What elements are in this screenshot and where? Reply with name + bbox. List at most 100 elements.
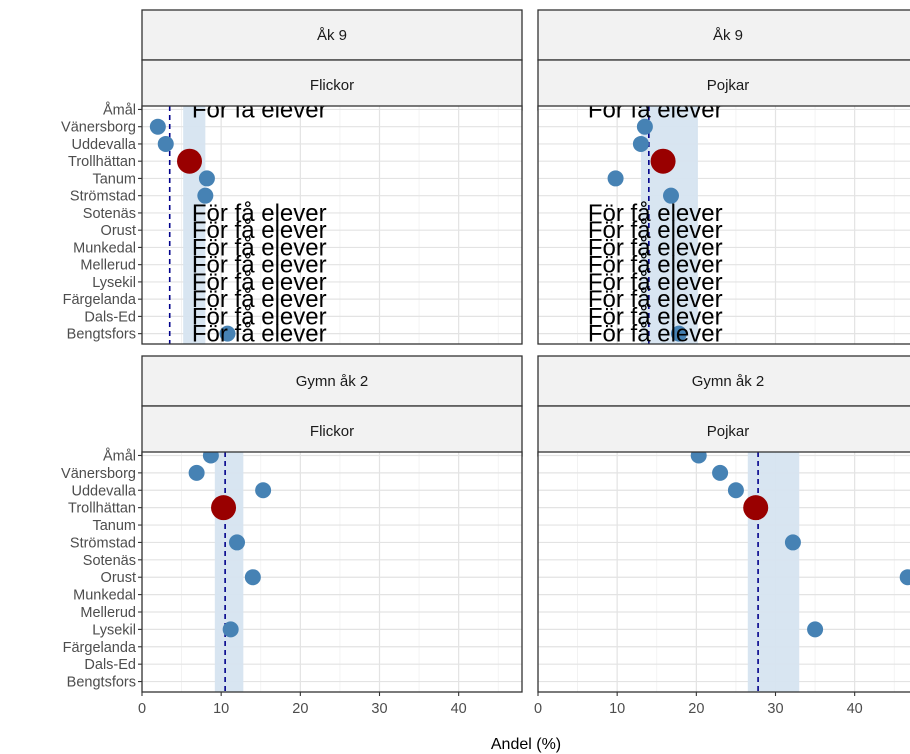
note-too-few-students: För få elever bbox=[192, 286, 327, 313]
point-vanersborg bbox=[149, 118, 166, 135]
y-tick-label: Strömstad bbox=[70, 189, 136, 205]
x-axis-title: Andel (%) bbox=[491, 736, 561, 753]
strip-top-label: Åk 9 bbox=[713, 27, 743, 44]
panel-background bbox=[142, 452, 522, 692]
y-tick-label: Färgelanda bbox=[63, 292, 137, 308]
y-tick-label: Lysekil bbox=[92, 275, 136, 291]
facet-panel: Gymn åk 2 Pojkar 0 10 20 30 40 bbox=[534, 355, 910, 717]
point-orust bbox=[244, 569, 261, 586]
x-tick-label: 40 bbox=[451, 701, 467, 717]
strip-top-label: Gymn åk 2 bbox=[296, 373, 369, 390]
y-tick-label: Färgelanda bbox=[63, 640, 137, 656]
point-orust bbox=[899, 569, 910, 586]
point-uddevalla bbox=[632, 135, 649, 152]
strip-top-label: Åk 9 bbox=[317, 27, 347, 44]
x-tick-label: 0 bbox=[534, 701, 542, 717]
note-too-few-students: För få elever bbox=[588, 234, 723, 261]
grid bbox=[538, 452, 910, 692]
point-uddevalla bbox=[157, 135, 174, 152]
point-bengtsfors bbox=[219, 325, 236, 342]
strip-bottom-box bbox=[141, 59, 523, 111]
y-tick-label: Åmål bbox=[103, 101, 136, 118]
point-stromstad bbox=[663, 187, 679, 204]
y-tick-label: Lysekil bbox=[92, 622, 136, 638]
y-tick-label: Uddevalla bbox=[72, 137, 137, 153]
y-tick-label: Tanum bbox=[92, 518, 136, 534]
points bbox=[607, 118, 687, 342]
confidence-band bbox=[640, 106, 698, 344]
note-too-few-students: För få elever bbox=[588, 96, 723, 123]
y-tick-label: Mellerud bbox=[80, 605, 136, 621]
x-tick-label: 40 bbox=[847, 701, 863, 717]
y-tick-label: Mellerud bbox=[80, 258, 136, 274]
x-tick-label: 0 bbox=[138, 701, 146, 717]
strip-bottom-box bbox=[141, 405, 523, 457]
highlight-point-trollhattan bbox=[743, 495, 769, 521]
y-tick-label: Munkedal bbox=[73, 588, 136, 604]
grid bbox=[142, 452, 522, 692]
strip-top-box bbox=[141, 355, 523, 407]
note-too-few-students: För få elever bbox=[192, 269, 327, 296]
y-tick-label: Uddevalla bbox=[72, 483, 137, 499]
note-too-few-students: För få elever bbox=[192, 303, 327, 330]
note-too-few-students: För få elever bbox=[192, 252, 327, 279]
panel-background bbox=[538, 452, 910, 692]
y-tick-label: Orust bbox=[101, 223, 136, 239]
y-tick-label: Strömstad bbox=[70, 535, 136, 551]
point-stromstad bbox=[229, 534, 245, 551]
point-uddevalla bbox=[255, 482, 272, 499]
point-tanum bbox=[198, 170, 215, 187]
x-tick-label: 30 bbox=[371, 701, 387, 717]
highlight-point-trollhattan bbox=[650, 148, 676, 174]
x-tick-label: 10 bbox=[213, 701, 229, 717]
note-too-few-students: För få elever bbox=[588, 200, 723, 227]
panel-border bbox=[537, 105, 910, 345]
y-tick-label: Sotenäs bbox=[83, 553, 136, 569]
point-stromstad bbox=[197, 187, 214, 204]
note-too-few-students: För få elever bbox=[192, 200, 327, 227]
note-too-few-students: För få elever bbox=[588, 252, 723, 279]
x-tick-label: 20 bbox=[292, 701, 308, 717]
strip-top-label: Gymn åk 2 bbox=[692, 373, 765, 390]
note-too-few-students: För få elever bbox=[588, 269, 723, 296]
y-tick-label: Vänersborg bbox=[61, 466, 136, 482]
point-vanersborg bbox=[636, 118, 653, 135]
panel-border bbox=[141, 105, 523, 345]
point-lysekil bbox=[807, 621, 824, 638]
y-tick-label: Sotenäs bbox=[83, 206, 136, 222]
strip-bottom-label: Flickor bbox=[310, 77, 354, 94]
highlight-point-trollhattan bbox=[211, 495, 237, 521]
point-amal bbox=[202, 452, 219, 464]
point-lysekil bbox=[222, 621, 239, 638]
point-tanum bbox=[607, 170, 624, 187]
y-tick-label: Trollhättan bbox=[68, 501, 136, 517]
strip-top-box bbox=[537, 9, 910, 61]
strip-bottom-label: Flickor bbox=[310, 423, 354, 440]
point-vanersborg bbox=[188, 464, 205, 481]
note-too-few-students: För få elever bbox=[588, 321, 723, 348]
note-too-few-students: För få elever bbox=[588, 286, 723, 313]
point-vanersborg bbox=[712, 464, 729, 481]
points bbox=[690, 452, 910, 638]
strip-bottom-box bbox=[537, 405, 910, 457]
y-tick-label: Dals-Ed bbox=[84, 309, 136, 325]
panel-border bbox=[537, 451, 910, 693]
note-too-few-students: För få elever bbox=[588, 303, 723, 330]
y-tick-label: Orust bbox=[101, 570, 136, 586]
point-bengtsfors bbox=[670, 325, 687, 342]
y-tick-label: Vänersborg bbox=[61, 120, 136, 136]
note-too-few-students: För få elever bbox=[192, 234, 327, 261]
y-tick-label: Åmål bbox=[103, 447, 136, 464]
points bbox=[149, 118, 236, 342]
note-too-few-students: För få elever bbox=[192, 96, 327, 123]
x-tick-label: 20 bbox=[688, 701, 704, 717]
strip-top-box bbox=[141, 9, 523, 61]
confidence-band bbox=[214, 452, 244, 692]
confidence-band bbox=[747, 452, 800, 692]
note-too-few-students: För få elever bbox=[192, 217, 327, 244]
note-too-few-students: För få elever bbox=[588, 217, 723, 244]
y-tick-label: Bengtsfors bbox=[67, 675, 136, 691]
